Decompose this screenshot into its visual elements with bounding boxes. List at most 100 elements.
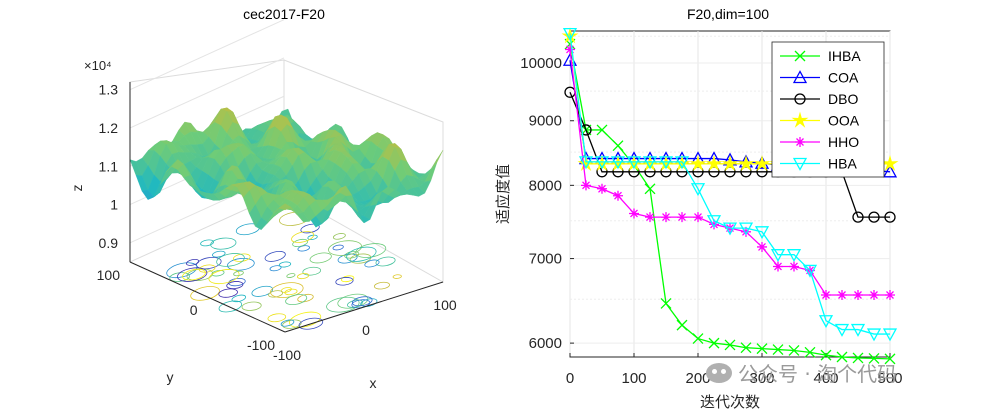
- contour-line: [200, 239, 214, 247]
- series-marker: [791, 111, 809, 128]
- legend-label: HBA: [828, 156, 857, 172]
- series-marker: [794, 50, 806, 62]
- surface-axis-lines: [129, 82, 444, 333]
- z-tick-label: 0.9: [99, 235, 119, 251]
- series-hba: [562, 27, 898, 342]
- contour-line: [392, 274, 402, 279]
- series-marker: [708, 337, 720, 349]
- contour-line: [337, 253, 358, 264]
- series-marker: [786, 249, 802, 263]
- contour-line: [291, 231, 315, 243]
- y-tick-label: 100: [97, 267, 121, 283]
- contour-line: [288, 311, 322, 328]
- y-tick-label: 6000: [529, 335, 562, 352]
- convergence-plot: F20,dim=100 0 100 200 300 400 500 6000 7000 800…: [494, 6, 903, 411]
- legend-label: OOA: [828, 113, 860, 129]
- x-axis-label: 迭代次数: [700, 393, 760, 411]
- contour-line: [332, 233, 346, 240]
- y-tick-label: 9000: [529, 113, 562, 130]
- series-marker: [674, 156, 690, 170]
- series-marker: [597, 183, 607, 194]
- contour-line: [218, 288, 238, 298]
- contour-line: [182, 268, 206, 281]
- contour-line: [328, 240, 363, 256]
- series-marker: [689, 154, 707, 172]
- contour-line: [218, 300, 243, 313]
- contour-line: [231, 294, 247, 303]
- watermark-text: 公众号 · 淘个代码: [738, 362, 898, 386]
- contour-line: [297, 245, 310, 252]
- series-marker: [660, 297, 672, 309]
- line-chart-title: F20,dim=100: [687, 6, 769, 22]
- series-marker: [740, 342, 752, 354]
- contour-line: [302, 266, 322, 276]
- series-marker: [722, 222, 738, 236]
- legend-box: [771, 41, 885, 178]
- series-marker: [772, 344, 784, 356]
- contour-line: [216, 253, 245, 267]
- x-tick-label: 0: [566, 370, 574, 387]
- series-marker: [705, 154, 723, 172]
- legend-entry: IHBA: [780, 48, 861, 64]
- series-marker: [884, 211, 896, 223]
- contour-line: [326, 296, 360, 313]
- y-tick-label: 8000: [529, 177, 562, 194]
- series-marker: [629, 208, 639, 219]
- z-gridline: [129, 57, 285, 129]
- contour-line: [177, 267, 208, 282]
- series-marker: [792, 157, 808, 171]
- watermark: 公众号 · 淘个代码: [706, 358, 897, 387]
- legend: IHBA COA DBO OOA HHO HBA: [771, 41, 885, 178]
- series-marker: [852, 211, 864, 223]
- contour-line: [347, 299, 363, 308]
- x-tick-label: 500: [877, 370, 902, 387]
- contour-line: [297, 273, 310, 280]
- x-axis-label: x: [370, 375, 377, 391]
- contour-line: [280, 319, 295, 327]
- series-marker: [866, 328, 882, 342]
- contour-line: [286, 273, 296, 278]
- series-marker: [757, 241, 767, 252]
- series-marker: [692, 333, 704, 345]
- z-axis-label: z: [69, 185, 85, 192]
- series-marker: [770, 249, 786, 263]
- series-marker: [753, 154, 771, 172]
- series-marker: [658, 156, 674, 170]
- series-marker: [802, 264, 818, 278]
- y-axis-label: 适应度值: [494, 164, 512, 224]
- legend-entry: HBA: [780, 156, 857, 172]
- contour-line: [241, 301, 262, 311]
- contour-line: [300, 223, 320, 234]
- gridlines: [569, 31, 891, 357]
- contour-line: [298, 317, 324, 330]
- contour-line: [166, 262, 198, 279]
- series-marker: [721, 154, 739, 172]
- series-marker: [804, 346, 816, 358]
- y-tick-label: 0: [190, 302, 198, 318]
- series-marker: [852, 352, 864, 364]
- z-tick-label: 1.2: [99, 120, 119, 136]
- series-marker: [581, 180, 591, 191]
- series-marker: [693, 212, 703, 223]
- series-marker: [795, 137, 805, 147]
- z-tick-labels: 0.9 1 1.1 1.2 1.3: [99, 82, 119, 251]
- contour-line: [346, 246, 377, 262]
- surface-title: cec2017-F20: [243, 6, 325, 22]
- y-tick-label: 7000: [529, 251, 562, 268]
- x-tick-label: 400: [813, 370, 838, 387]
- contour-line: [278, 261, 292, 268]
- x-tick-labels: 0 100 200 300 400 500: [566, 370, 903, 387]
- contour-line: [212, 250, 226, 258]
- series-marker: [690, 183, 706, 197]
- y-tick-labels: -100 0 100: [97, 267, 276, 353]
- contour-line: [340, 275, 355, 283]
- contour-line: [198, 264, 216, 273]
- series-marker: [642, 156, 658, 170]
- contour-line: [208, 269, 240, 285]
- series-marker: [818, 315, 834, 329]
- legend-label: IHBA: [828, 48, 861, 64]
- contour-line: [169, 272, 190, 282]
- series-marker: [756, 343, 768, 355]
- contour-line: [210, 237, 237, 250]
- series-marker: [578, 156, 594, 170]
